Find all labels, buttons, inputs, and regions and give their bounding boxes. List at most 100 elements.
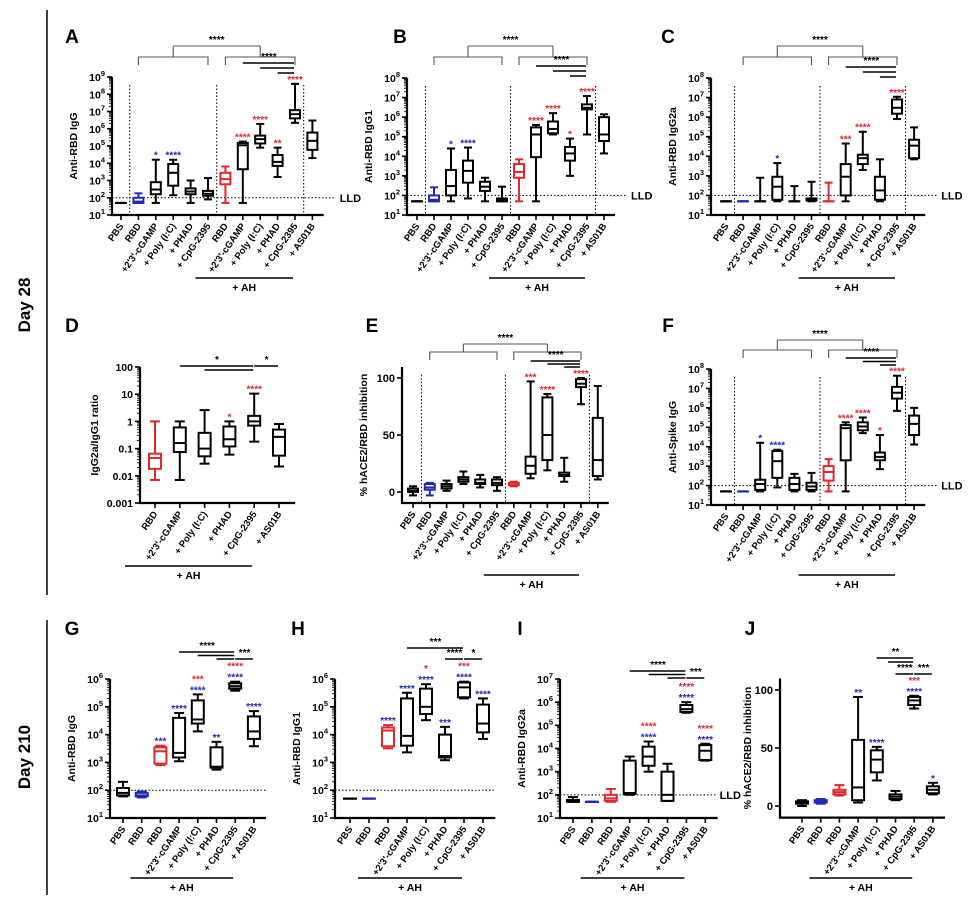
box-4 — [788, 472, 801, 493]
panel-letter: C — [661, 27, 675, 48]
x-tick-label: RBD — [140, 509, 161, 532]
y-tick-exponent: 1 — [101, 207, 105, 216]
box-5 — [209, 740, 224, 771]
significance-label: **** — [855, 408, 871, 419]
comparison-significance: **** — [897, 663, 913, 674]
y-tick-label: 104 — [537, 741, 554, 756]
box-6 — [513, 158, 525, 203]
box-4 — [474, 473, 487, 489]
x-tick-label: RBD — [354, 824, 375, 847]
box-iqr — [197, 431, 212, 458]
box-iqr — [222, 425, 237, 448]
box-iqr — [172, 716, 187, 759]
box-3 — [462, 146, 474, 200]
box-11 — [591, 384, 604, 481]
y-tick-label: 105 — [688, 419, 704, 434]
y-tick-exponent: 5 — [101, 138, 105, 147]
lld-label: LLD — [340, 193, 361, 205]
significance-label: **** — [171, 704, 187, 715]
box-4 — [869, 745, 884, 782]
y-tick-label: 105 — [384, 129, 400, 144]
y-tick-exponent: 2 — [700, 187, 704, 196]
significance-label: **** — [698, 724, 714, 735]
y-tick-exponent: 3 — [324, 754, 328, 763]
y-tick-label: 105 — [537, 717, 553, 732]
y-tick-label: 102 — [312, 782, 328, 797]
box-7 — [839, 142, 852, 203]
box-iqr — [530, 126, 542, 159]
panel-letter: A — [65, 27, 79, 48]
y-tick-label: 106 — [312, 671, 328, 686]
box-5 — [888, 789, 903, 802]
ah-group-label: + AH — [519, 579, 543, 591]
ah-group-label: + AH — [835, 282, 859, 294]
y-tick-label: 103 — [384, 168, 400, 183]
x-tick-label: PBS — [108, 824, 128, 846]
day-28-label: Day 28 — [15, 278, 34, 333]
y-tick-label: 102 — [688, 478, 704, 493]
y-tick-exponent: 6 — [99, 671, 103, 680]
box-6 — [219, 165, 232, 204]
significance-label: * — [931, 774, 935, 785]
box-1 — [813, 798, 828, 805]
y-tick-exponent: 5 — [549, 717, 553, 726]
lld-label: LLD — [631, 190, 652, 202]
group-bracket — [137, 56, 209, 65]
comparison-significance: *** — [239, 648, 251, 659]
y-tick-label: 106 — [537, 694, 553, 709]
y-tick-label: 103 — [688, 458, 704, 473]
y-tick-exponent: 3 — [396, 168, 400, 177]
box-iqr — [400, 697, 414, 747]
box-2 — [197, 409, 212, 465]
box-iqr — [149, 181, 162, 196]
box-6 — [457, 680, 471, 700]
y-tick-label: 104 — [384, 148, 401, 163]
box-iqr — [419, 687, 433, 716]
comparison-significance: *** — [918, 663, 930, 674]
panel-c: C Anti-RBD IgG2a 101 102 103 104 105 106 107 108 L… — [661, 27, 963, 294]
box-iqr — [660, 770, 675, 802]
y-tick-exponent: 3 — [101, 173, 105, 182]
box-iqr — [153, 746, 168, 765]
x-tick-label: RBD — [577, 824, 598, 847]
significance-label: * — [758, 434, 762, 445]
box-6 — [507, 480, 520, 488]
box-2 — [440, 479, 453, 492]
box-4 — [247, 392, 262, 443]
x-tick-label: PBS — [398, 509, 418, 531]
y-tick-exponent: 8 — [700, 70, 704, 79]
y-tick-label: 101 — [87, 810, 103, 825]
y-tick-exponent: 8 — [396, 70, 400, 79]
y-tick-exponent: 6 — [700, 109, 704, 118]
y-tick-exponent: 3 — [700, 168, 704, 177]
box-7 — [476, 697, 490, 740]
box-0 — [795, 799, 809, 807]
y-tick-exponent: 5 — [99, 699, 103, 708]
y-tick-label: 102 — [89, 190, 105, 205]
y-tick-label: 104 — [688, 148, 705, 163]
y-tick-label: 107 — [688, 90, 704, 105]
box-8 — [541, 392, 554, 472]
box-6 — [822, 458, 835, 493]
significance-label: **** — [252, 115, 268, 126]
y-axis-label: Anti-RBD IgG2a — [516, 709, 528, 788]
ah-group-label: + AH — [170, 882, 194, 894]
box-7 — [524, 380, 537, 480]
box-iqr — [272, 428, 286, 457]
y-tick-label: 50 — [383, 430, 395, 442]
box-4 — [641, 740, 656, 773]
box-iqr — [541, 396, 554, 462]
box-9 — [873, 158, 886, 203]
box-iqr — [172, 426, 187, 453]
comparison-significance: **** — [548, 350, 564, 361]
ah-group-label: + AH — [849, 882, 873, 894]
significance-label: * — [227, 412, 231, 423]
panel-letter: E — [366, 316, 379, 337]
box-7 — [698, 742, 713, 762]
box-iqr — [438, 733, 452, 759]
significance-label: ** — [213, 733, 221, 744]
box-3 — [457, 470, 470, 486]
y-tick-label: 100 — [377, 373, 395, 385]
x-tick-label: RBD — [805, 824, 826, 847]
